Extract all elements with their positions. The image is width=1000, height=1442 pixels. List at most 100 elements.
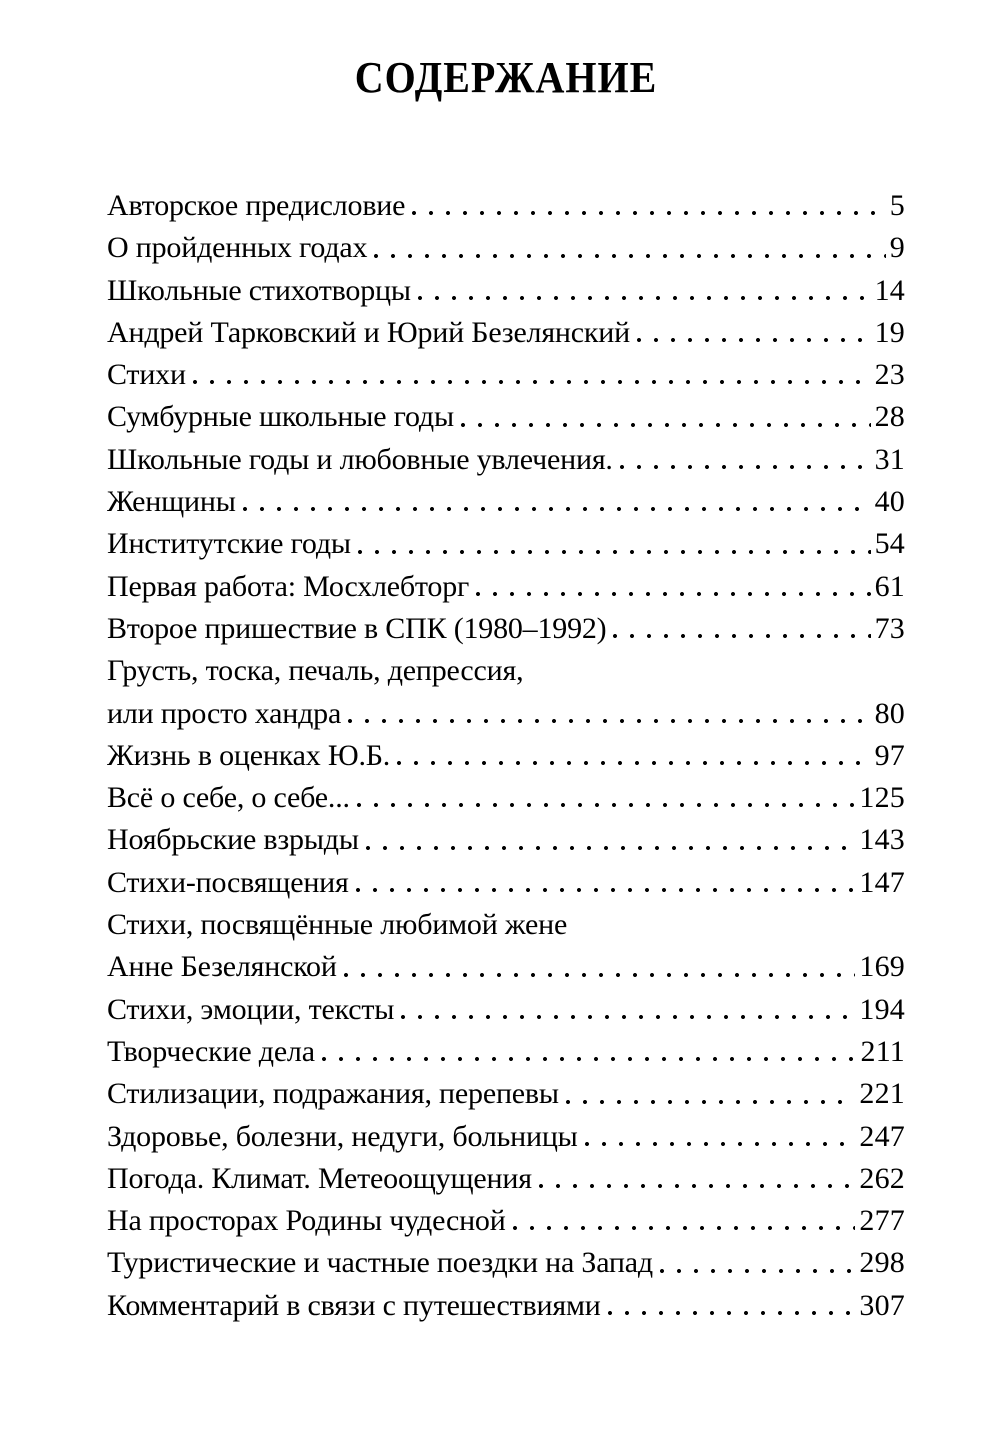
- toc-entry-title: Здоровье, болезни, недуги, больницы: [107, 1119, 578, 1153]
- dot-leader: [613, 634, 871, 639]
- toc-entry-page: 194: [859, 992, 905, 1026]
- toc-entry-title: Стилизации, подражания, перепевы: [107, 1077, 559, 1111]
- toc-entry: О пройденных годах 9: [107, 227, 905, 269]
- dot-leader: [565, 1099, 856, 1104]
- toc-entry: Ноябрьские взрыды 143: [107, 819, 905, 861]
- toc-entry: Стихи-посвящения 147: [107, 862, 905, 904]
- toc-entry-title: Жизнь в оценках Ю.Б.: [107, 738, 391, 772]
- toc-entry-title: Стихи: [107, 358, 186, 392]
- toc-entry: Андрей Тарковский и Юрий Безелянский 19: [107, 312, 905, 354]
- toc-entry: Всё о себе, о себе... 125: [107, 777, 905, 819]
- toc-entry: На просторах Родины чудесной 277: [107, 1200, 905, 1242]
- toc-entry: Стилизации, подражания, перепевы 221: [107, 1073, 905, 1115]
- toc-entry: Стихи, посвящённые любимой жене: [107, 904, 905, 946]
- toc-entry-title: На просторах Родины чудесной: [107, 1204, 506, 1238]
- toc-entry-page: 97: [874, 738, 905, 772]
- dot-leader: [242, 507, 871, 512]
- dot-leader: [397, 761, 871, 766]
- toc-entry-page: 147: [859, 865, 905, 899]
- toc-entry: Комментарий в связи с путешествиями 307: [107, 1285, 905, 1327]
- toc-entry-title: Стихи, эмоции, тексты: [107, 992, 395, 1026]
- dot-leader: [321, 1057, 857, 1062]
- page-title: СОДЕРЖАНИЕ: [354, 51, 658, 103]
- dot-leader: [619, 465, 871, 470]
- toc-entry-page: 125: [859, 781, 905, 815]
- toc-entry-title: Грусть, тоска, печаль, депрессия,: [107, 654, 524, 688]
- toc-entry-page: 143: [859, 823, 905, 857]
- dot-leader: [607, 1311, 856, 1316]
- toc-entry-page: 169: [859, 950, 905, 984]
- dot-leader: [374, 253, 886, 258]
- toc-entry: Второе пришествие в СПК (1980–1992) 73: [107, 608, 905, 650]
- toc-entry: Погода. Климат. Метеоощущения 262: [107, 1158, 905, 1200]
- toc-entry-title: Всё о себе, о себе...: [107, 781, 350, 815]
- dot-leader: [530, 677, 901, 681]
- toc-entry-title: Авторское предисловие: [107, 189, 406, 222]
- toc-entry-page: 298: [859, 1246, 905, 1280]
- dot-leader: [192, 380, 871, 385]
- toc-entry-title: Ноябрьские взрыды: [107, 823, 359, 857]
- toc-entry-title: Анне Безелянской: [107, 950, 337, 984]
- toc-entry-page: 73: [874, 611, 905, 645]
- toc-entry-title: Творческие дела: [107, 1034, 315, 1068]
- toc-entry-title: Школьные годы и любовные увлечения.: [107, 442, 613, 476]
- toc-entry-page: 221: [859, 1077, 905, 1111]
- toc-entry: Школьные годы и любовные увлечения. 31: [107, 439, 905, 481]
- toc-entry-title: Комментарий в связи с путешествиями: [107, 1288, 601, 1322]
- dot-leader: [412, 211, 886, 216]
- toc-entry-page: 9: [889, 231, 905, 265]
- toc-entry: Туристические и частные поездки на Запад…: [107, 1242, 905, 1284]
- toc-entry: Женщины 40: [107, 481, 905, 523]
- toc-entry: Здоровье, болезни, недуги, больницы 247: [107, 1116, 905, 1158]
- toc-entry-page: 61: [874, 569, 905, 603]
- toc-entry-page: 28: [874, 400, 905, 434]
- dot-leader: [476, 591, 871, 596]
- toc-entry-page: 211: [860, 1034, 905, 1068]
- dot-leader: [357, 549, 871, 554]
- dot-leader: [637, 338, 871, 343]
- toc-entry: или просто хандра 80: [107, 693, 905, 735]
- toc-entry-page: 14: [874, 273, 905, 307]
- toc-entry-page: 277: [859, 1204, 905, 1238]
- toc-entry-title: Андрей Тарковский и Юрий Безелянский: [107, 315, 630, 349]
- dot-leader: [356, 803, 856, 808]
- dot-leader: [538, 1184, 856, 1189]
- toc-entry: Сумбурные школьные годы 28: [107, 396, 905, 438]
- dot-leader: [574, 930, 901, 934]
- toc-entry: Грусть, тоска, печаль, депрессия,: [107, 650, 905, 692]
- toc-entry: Школьные стихотворцы 14: [107, 270, 905, 312]
- toc-entry-title: Стихи-посвящения: [107, 865, 349, 899]
- toc-entry-page: 80: [874, 696, 905, 730]
- toc-entry-title: Школьные стихотворцы: [107, 273, 411, 307]
- toc-entry-title: Стихи, посвящённые любимой жене: [107, 908, 568, 942]
- toc-list: Авторское предисловие 5 О пройденных год…: [107, 185, 905, 1327]
- toc-entry-title: Институтские годы: [107, 527, 351, 561]
- toc-entry-page: 247: [859, 1119, 905, 1153]
- dot-leader: [417, 295, 871, 300]
- toc-entry: Стихи, эмоции, тексты 194: [107, 989, 905, 1031]
- dot-leader: [355, 888, 856, 893]
- toc-entry-page: 5: [889, 189, 905, 222]
- toc-entry-title: Сумбурные школьные годы: [107, 400, 454, 434]
- toc-entry-title: О пройденных годах: [107, 231, 368, 265]
- dot-leader: [348, 718, 871, 723]
- toc-entry-page: 40: [874, 485, 905, 519]
- toc-entry-page: 262: [859, 1161, 905, 1195]
- dot-leader: [659, 1268, 856, 1273]
- toc-entry-title: Второе пришествие в СПК (1980–1992): [107, 611, 607, 645]
- toc-entry-page: 54: [874, 527, 905, 561]
- toc-entry-title: Женщины: [107, 485, 236, 519]
- dot-leader: [401, 1014, 856, 1019]
- dot-leader: [512, 1226, 856, 1231]
- toc-entry-page: 19: [874, 315, 905, 349]
- dot-leader: [584, 1141, 856, 1146]
- dot-leader: [365, 845, 856, 850]
- toc-entry: Первая работа: Мосхлебторг 61: [107, 566, 905, 608]
- toc-entry: Институтские годы 54: [107, 523, 905, 565]
- toc-entry: Авторское предисловие 5: [107, 185, 905, 227]
- toc-entry-page: 23: [874, 358, 905, 392]
- toc-entry-page: 307: [859, 1288, 905, 1322]
- toc-entry: Творческие дела 211: [107, 1031, 905, 1073]
- toc-entry-title: Туристические и частные поездки на Запад: [107, 1246, 653, 1280]
